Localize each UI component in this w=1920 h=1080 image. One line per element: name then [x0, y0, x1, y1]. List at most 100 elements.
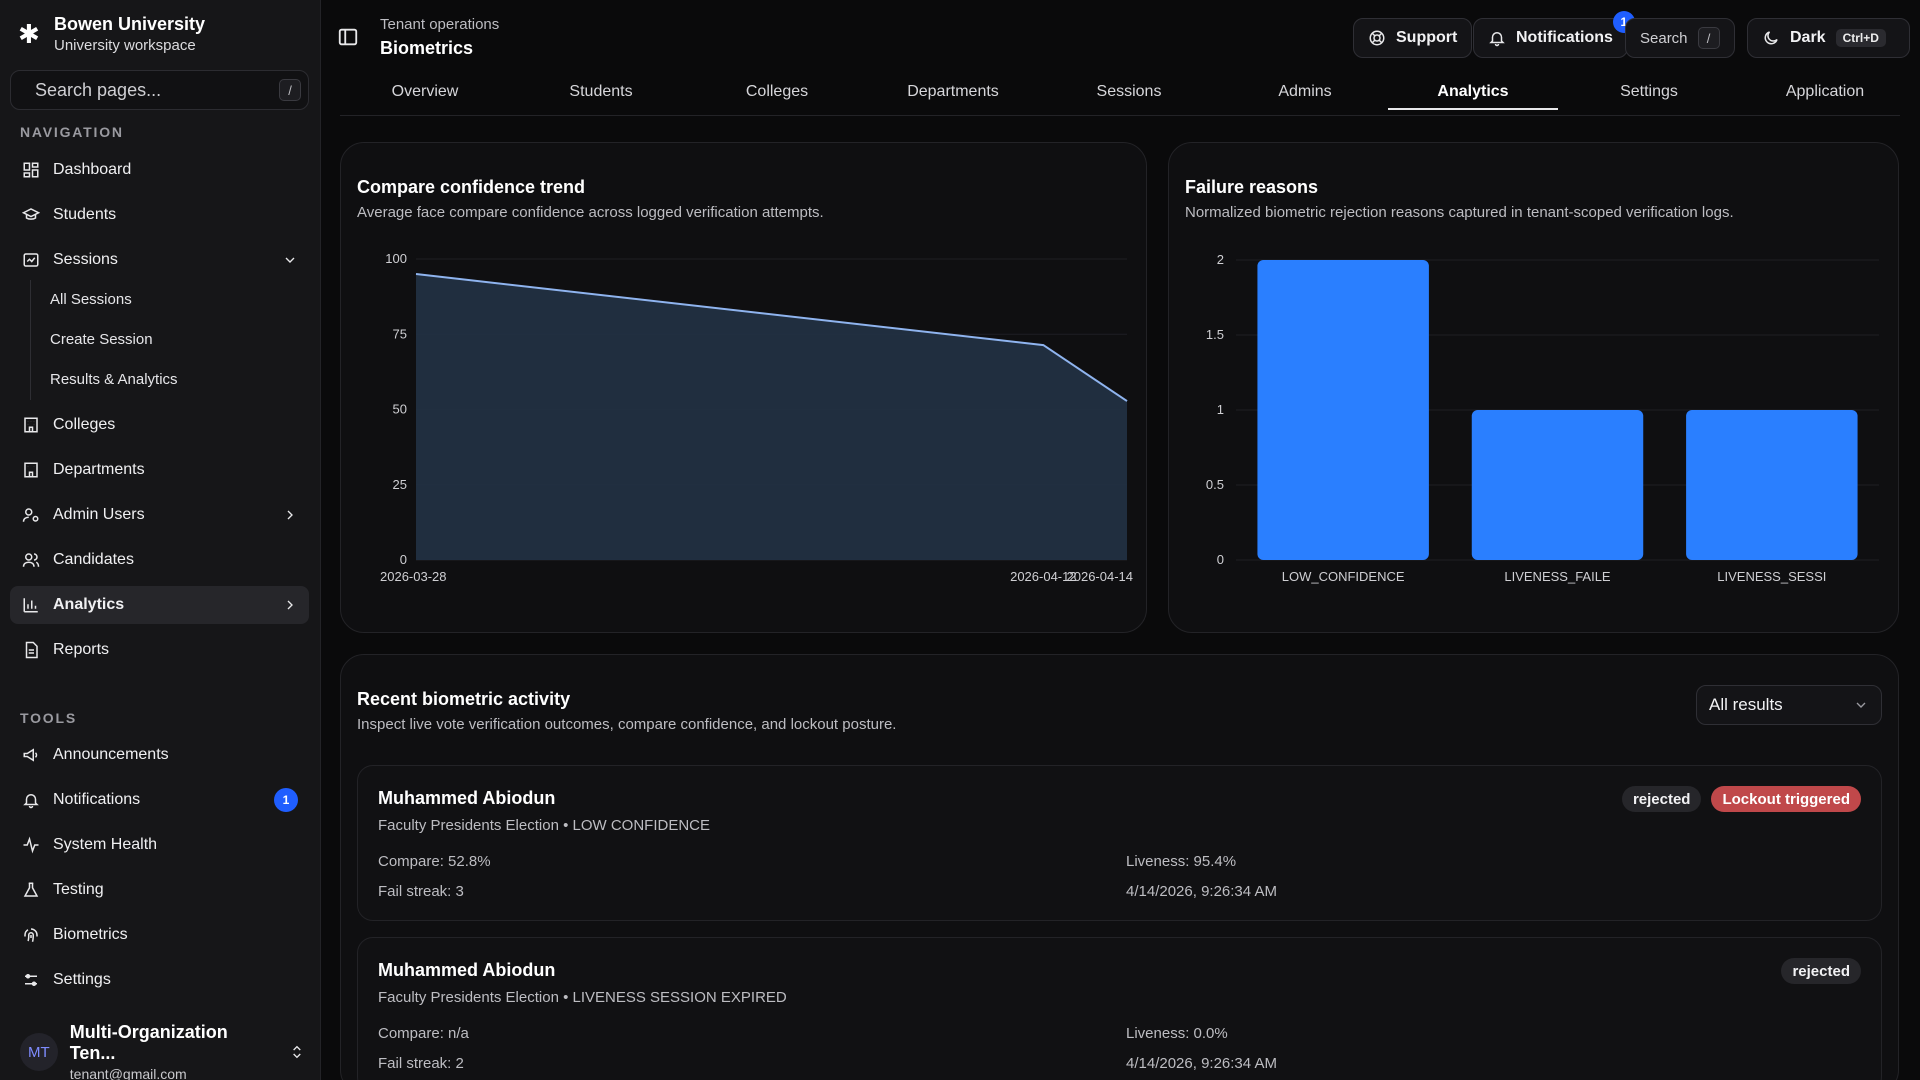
chevron-right-icon: [287, 600, 293, 610]
sidebar-subitem-create-session[interactable]: Create Session: [50, 331, 153, 348]
theme-toggle-button[interactable]: Dark Ctrl+D: [1747, 18, 1910, 58]
sidebar-item-sessions[interactable]: Sessions: [10, 241, 309, 279]
sidebar-item-candidates[interactable]: Candidates: [10, 541, 309, 579]
compare-value: Compare: n/a: [378, 1025, 469, 1042]
sidebar-item-departments[interactable]: Departments: [10, 451, 309, 489]
y-tick-label: 0: [1217, 552, 1224, 567]
x-tick-label: LIVENESS_SESSI: [1717, 569, 1826, 584]
top-header: Tenant operations Biometrics Support Not…: [321, 0, 1920, 72]
avatar: MT: [20, 1033, 58, 1071]
sidebar-item-settings[interactable]: Settings: [10, 961, 309, 999]
x-tick-label: LIVENESS_FAILE: [1504, 569, 1611, 584]
sidebar-item-label: Announcements: [53, 746, 169, 763]
graduation-cap-icon: [21, 205, 41, 225]
bar-chart-icon: [21, 595, 41, 615]
activity-meta: Faculty Presidents Election • LOW CONFID…: [378, 817, 711, 834]
user-email: tenant@gmail.com: [69, 1066, 187, 1080]
brand[interactable]: ✱ Bowen University University workspace: [18, 14, 205, 54]
sidebar-item-testing[interactable]: Testing: [10, 871, 309, 909]
header-search-button[interactable]: Search /: [1625, 18, 1735, 58]
sidebar-item-reports[interactable]: Reports: [10, 631, 309, 669]
theme-label: Dark: [1790, 29, 1826, 46]
sidebar-item-label: System Health: [53, 836, 158, 853]
x-tick-label: LOW_CONFIDENCE: [1282, 569, 1405, 584]
building-icon: [21, 415, 41, 435]
sidebar-subitem-all-sessions[interactable]: All Sessions: [50, 291, 132, 308]
sidebar-item-dashboard[interactable]: Dashboard: [10, 151, 309, 189]
sidebar-search-input[interactable]: [35, 79, 267, 101]
page-title: Biometrics: [380, 38, 474, 58]
tab-departments[interactable]: Departments: [907, 83, 999, 100]
failure-reasons-card: Failure reasons Normalized biometric rej…: [1168, 142, 1899, 633]
tab-analytics[interactable]: Analytics: [1388, 74, 1558, 116]
sidebar-item-colleges[interactable]: Colleges: [10, 406, 309, 444]
y-tick-label: 25: [393, 477, 407, 492]
tab-sessions[interactable]: Sessions: [1096, 83, 1162, 100]
results-filter-value: All results: [1709, 695, 1783, 714]
sidebar-item-notifications[interactable]: Notifications 1: [10, 781, 309, 819]
chevron-right-icon: [287, 510, 293, 520]
y-tick-label: 0.5: [1206, 477, 1224, 492]
fingerprint-icon: [21, 925, 41, 945]
notifications-button[interactable]: Notifications 1: [1473, 11, 1635, 58]
recent-activity-card: Recent biometric activity Inspect live v…: [340, 654, 1899, 1080]
card-title: Failure reasons: [1185, 177, 1319, 197]
megaphone-icon: [21, 745, 41, 765]
confidence-trend-card: Compare confidence trend Average face co…: [340, 142, 1147, 633]
tab-admins[interactable]: Admins: [1278, 83, 1332, 100]
timestamp: 4/14/2026, 9:26:34 AM: [1126, 883, 1277, 900]
support-label: Support: [1396, 29, 1458, 46]
user-menu[interactable]: MT Multi-Organization Ten... tenant@gmai…: [20, 1022, 305, 1080]
x-tick-label: 2026-04-12: [1010, 569, 1077, 584]
sidebar-item-label: Notifications: [53, 791, 141, 808]
y-tick-label: 75: [393, 326, 407, 341]
tab-settings[interactable]: Settings: [1620, 83, 1678, 100]
area-fill: [416, 274, 1127, 560]
status-badge: rejected: [1621, 786, 1702, 812]
y-tick-label: 100: [385, 251, 407, 266]
sidebar-item-analytics[interactable]: Analytics: [10, 586, 309, 624]
building-icon: [21, 460, 41, 480]
card-subtitle: Average face compare confidence across l…: [357, 204, 824, 221]
sidebar-item-label: Colleges: [53, 416, 116, 433]
tab-application[interactable]: Application: [1785, 83, 1865, 100]
status-pills: rejected: [1781, 958, 1861, 984]
card-subtitle: Inspect live vote verification outcomes,…: [357, 716, 897, 733]
sidebar-item-system-health[interactable]: System Health: [10, 826, 309, 864]
sidebar-subitem-results-analytics[interactable]: Results & Analytics: [50, 371, 178, 388]
sliders-icon: [21, 970, 41, 990]
fail-streak-value: Fail streak: 2: [378, 1055, 464, 1072]
bar: [1471, 410, 1644, 560]
sidebar-item-label: Biometrics: [53, 926, 128, 943]
breadcrumb: Tenant operations: [380, 16, 500, 33]
activity-meta: Faculty Presidents Election • LIVENESS S…: [378, 989, 787, 1006]
sidebar-item-students[interactable]: Students: [10, 196, 309, 234]
search-shortcut: /: [279, 79, 301, 101]
tab-colleges[interactable]: Colleges: [745, 83, 809, 100]
sidebar-item-biometrics[interactable]: Biometrics: [10, 916, 309, 954]
chevron-down-icon: [1856, 702, 1866, 708]
lockout-badge: Lockout triggered: [1711, 786, 1861, 812]
tab-overview[interactable]: Overview: [391, 83, 459, 100]
chevrons-up-down-icon: [293, 1045, 301, 1059]
sidebar-item-label: Settings: [53, 971, 111, 988]
sidebar-item-admin-users[interactable]: Admin Users: [10, 496, 309, 534]
tools-section-label: TOOLS: [20, 710, 77, 726]
bar: [1257, 260, 1429, 560]
theme-shortcut: Ctrl+D: [1835, 29, 1886, 47]
chevron-down-icon: [285, 257, 295, 263]
sidebar-item-label: Departments: [53, 461, 145, 478]
liveness-value: Liveness: 0.0%: [1126, 1025, 1228, 1042]
sidebar-item-announcements[interactable]: Announcements: [10, 736, 309, 774]
sidebar-toggle-icon[interactable]: [337, 26, 359, 48]
support-button[interactable]: Support: [1353, 18, 1473, 58]
y-tick-label: 0: [400, 552, 407, 567]
tab-students[interactable]: Students: [569, 83, 633, 100]
activity-item[interactable]: Muhammed Abiodun Faculty Presidents Elec…: [357, 937, 1882, 1080]
results-filter-select[interactable]: All results: [1696, 685, 1882, 725]
activity-item[interactable]: Muhammed Abiodun Faculty Presidents Elec…: [357, 765, 1882, 921]
sidebar-item-label: Dashboard: [53, 161, 132, 178]
sidebar-search[interactable]: /: [10, 70, 309, 110]
